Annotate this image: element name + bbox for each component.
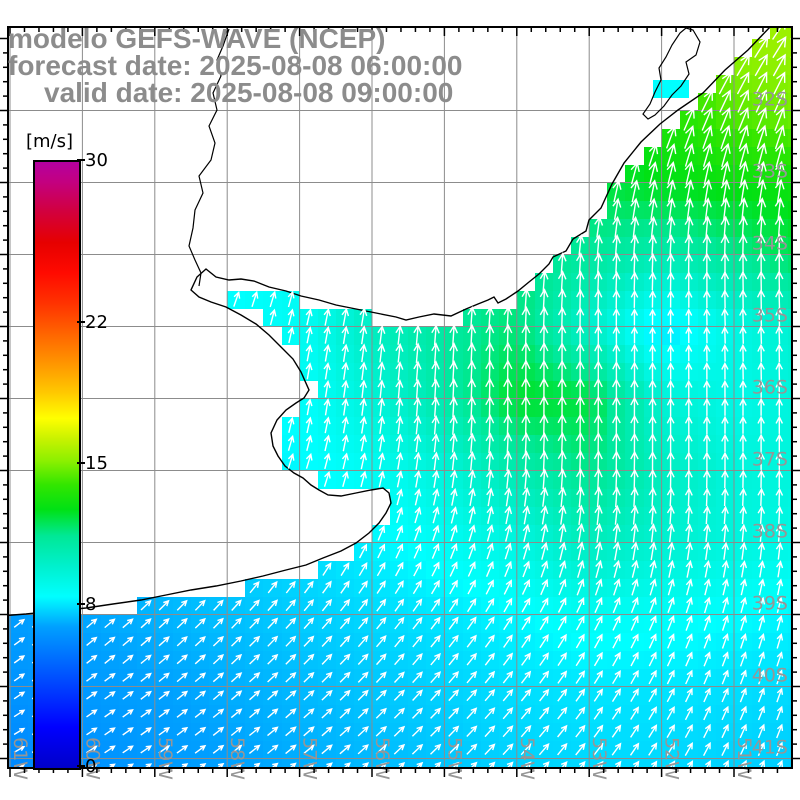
- svg-text:61W: 61W: [9, 737, 31, 780]
- colorbar-tick-label: 15: [85, 453, 108, 474]
- valid-date: valid date: 2025-08-08 09:00:00: [44, 77, 454, 108]
- coastline: [8, 27, 771, 617]
- svg-text:41S: 41S: [752, 737, 788, 759]
- svg-text:60W: 60W: [81, 737, 103, 780]
- svg-text:54W: 54W: [516, 737, 538, 780]
- svg-text:57W: 57W: [299, 737, 321, 780]
- svg-text:40S: 40S: [752, 665, 788, 687]
- colorbar-tick-mark: [77, 159, 85, 161]
- colorbar-tick-mark: [77, 462, 85, 464]
- svg-text:36S: 36S: [752, 377, 788, 399]
- colorbar-tick-label: 30: [85, 150, 108, 171]
- colorbar-tick-label: 0: [85, 756, 97, 777]
- svg-text:35S: 35S: [752, 305, 788, 327]
- colorbar-tick-label: 8: [85, 594, 97, 616]
- title-block: modelo GEFS-WAVE (NCEP) forecast date: 2…: [8, 23, 463, 108]
- grid-layer: [8, 27, 792, 768]
- svg-text:58W: 58W: [226, 737, 248, 780]
- colorbar: [33, 160, 81, 770]
- svg-text:59W: 59W: [154, 737, 176, 780]
- colorbar-tick-mark: [77, 603, 85, 606]
- svg-text:53W: 53W: [588, 737, 610, 780]
- coastline-layer: [8, 27, 771, 617]
- svg-text:32S: 32S: [752, 89, 788, 111]
- svg-text:51W: 51W: [733, 737, 755, 780]
- axis-labels-layer: 32S 33S 34S 35S 36S 37S 38S 39S 40S 41S 61W 60W 59W 5…: [9, 89, 788, 781]
- colorbar-tick-label: 22: [85, 311, 108, 333]
- svg-text:38S: 38S: [752, 521, 788, 543]
- colorbar-tick-mark: [77, 765, 85, 767]
- svg-text:37S: 37S: [752, 449, 788, 471]
- svg-text:55W: 55W: [443, 737, 465, 780]
- svg-text:34S: 34S: [752, 233, 788, 255]
- colorbar-tick-mark: [77, 320, 85, 323]
- svg-text:52W: 52W: [661, 737, 683, 780]
- svg-text:56W: 56W: [371, 737, 393, 780]
- colorbar-unit-label: [m/s]: [26, 131, 74, 152]
- model-title: modelo GEFS-WAVE (NCEP): [8, 23, 386, 54]
- uruguay-river: [188, 28, 230, 287]
- map-border: [7, 26, 793, 769]
- svg-text:33S: 33S: [752, 161, 788, 183]
- svg-text:39S: 39S: [752, 593, 788, 615]
- lagoon-outline: [642, 27, 701, 120]
- forecast-date: forecast date: 2025-08-08 06:00:00: [8, 50, 463, 81]
